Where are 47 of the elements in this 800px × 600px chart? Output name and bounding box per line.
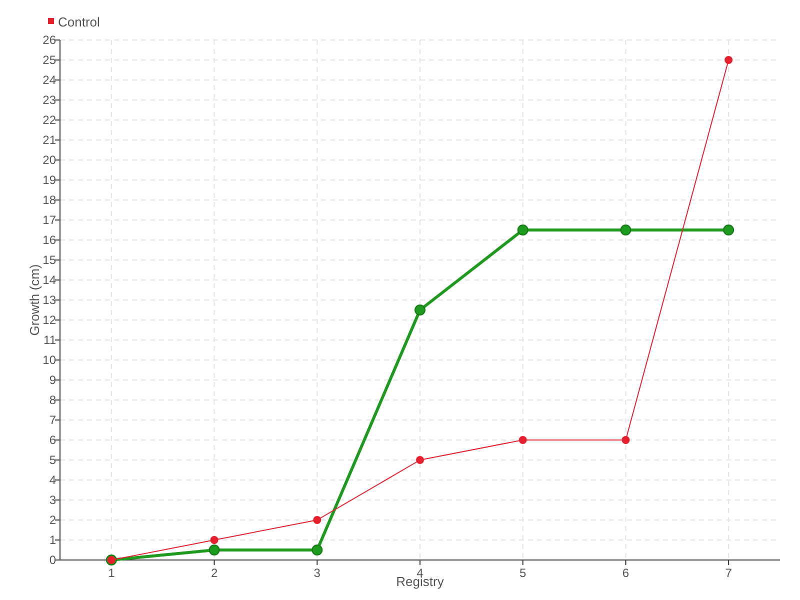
x-tick-label: 6 (622, 566, 630, 580)
point (620, 224, 632, 236)
y-tick-label: 11 (44, 333, 56, 348)
y-tick-label: 21 (42, 133, 56, 148)
point (723, 224, 734, 236)
point (518, 436, 527, 444)
point (208, 544, 220, 556)
point (312, 544, 323, 556)
point (622, 436, 630, 444)
x-tick-label: 5 (520, 566, 527, 580)
y-tick-label: 17 (42, 213, 56, 228)
y-tick-label: 7 (49, 413, 56, 428)
point (210, 536, 218, 544)
point (416, 456, 424, 464)
y-tick-label: 0 (49, 553, 56, 568)
y-tick-label: 6 (49, 433, 56, 448)
y-tick-label: 4 (49, 473, 56, 488)
y-tick-label: 16 (42, 233, 56, 248)
y-tick-label: 24 (42, 73, 56, 88)
y-tick-label: 25 (42, 53, 56, 68)
y-tick-label: 15 (42, 253, 56, 268)
x-tick-label: 7 (725, 566, 732, 580)
y-tick-label: 8 (49, 393, 56, 408)
y-tick-label: 3 (49, 493, 56, 508)
y-axis-title: Growth (cm) (27, 264, 42, 336)
y-tick-label: 2 (49, 513, 56, 528)
point (724, 56, 733, 64)
y-tick-label: 20 (42, 153, 56, 168)
x-tick-label: 2 (210, 566, 218, 580)
y-tick-label: 19 (42, 173, 56, 188)
y-tick-label: 10 (42, 353, 56, 368)
y-tick-label: 1 (49, 533, 56, 548)
y-tick-label: 14 (42, 273, 56, 288)
y-tick-label: 5 (49, 453, 56, 468)
x-tick-label: 3 (314, 566, 321, 580)
y-tick-label: 22 (42, 113, 56, 128)
y-tick-label: 23 (42, 93, 56, 108)
point (414, 304, 426, 316)
legend-label: Control (58, 14, 100, 30)
y-tick-label: 13 (42, 293, 56, 308)
y-tick-label: 18 (42, 193, 56, 208)
y-tick-label: 12 (42, 313, 56, 328)
y-tick-label: 9 (49, 373, 56, 388)
y-tick-label: 26 (42, 33, 56, 48)
point (313, 516, 322, 524)
x-tick-label: 1 (108, 566, 116, 580)
point (517, 224, 528, 236)
